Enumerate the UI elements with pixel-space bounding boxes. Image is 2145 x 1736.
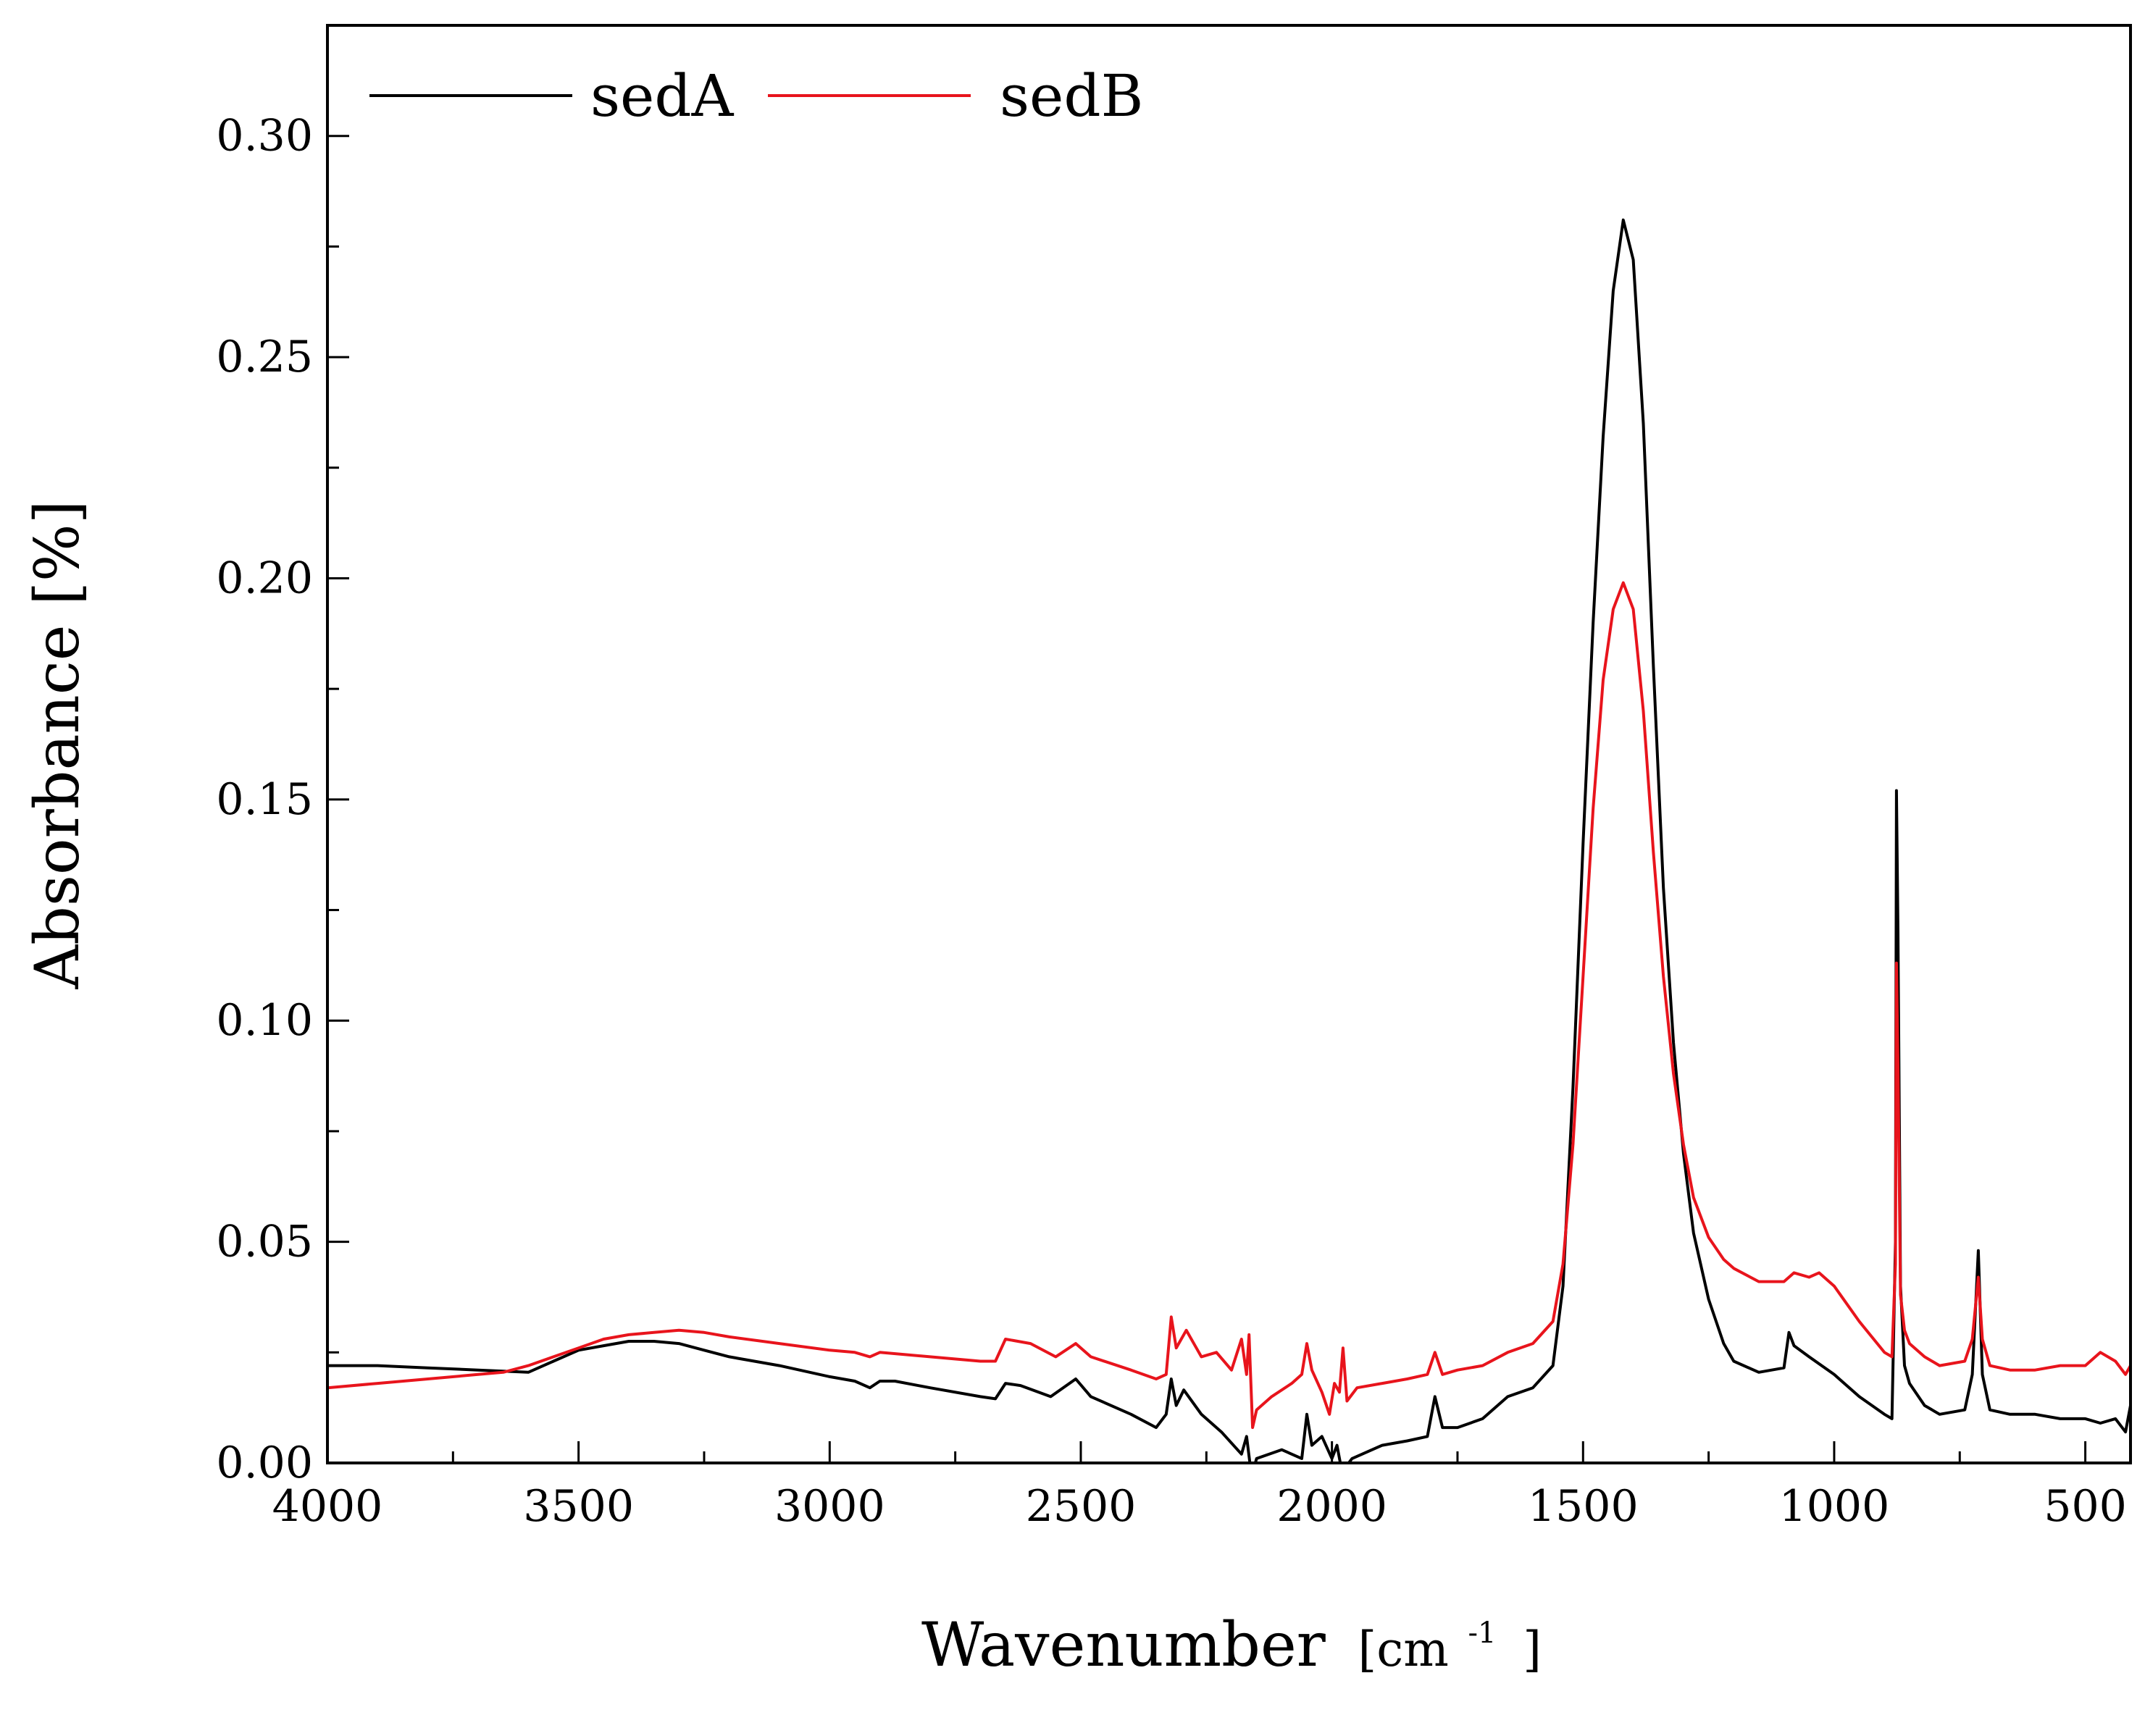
y-tick-label-1: 0.05: [216, 1217, 313, 1267]
plot-frame: [326, 24, 2132, 1464]
x-axis-title-main: Wavenumber: [921, 1609, 1326, 1680]
y-tick-label-0: 0.00: [216, 1438, 313, 1488]
x-tick-label-500: 500: [2044, 1481, 2127, 1532]
legend-label-sedA: sedA: [590, 62, 735, 130]
y-tick-label-6: 0.30: [216, 111, 313, 162]
x-axis-title-unit-sup: -1: [1468, 1617, 1497, 1650]
legend-label-sedB: sedB: [1000, 62, 1143, 130]
y-tick-label-4: 0.20: [216, 553, 313, 603]
plot-lines: [327, 218, 2131, 1463]
x-tick-label-1500: 1500: [1528, 1481, 1639, 1532]
series-line-sedB: [327, 581, 2131, 1430]
x-axis-ticks: 4000 3500 3000 2500 2000 1500 1000 500: [272, 1441, 2127, 1532]
y-axis-title: Absorbance [%]: [22, 500, 93, 989]
y-tick-label-3: 0.15: [216, 774, 313, 825]
x-tick-label-3000: 3000: [774, 1481, 885, 1532]
x-axis-title: Wavenumber [cm -1 ]: [921, 1586, 1542, 1680]
legend: sedA sedB: [369, 62, 1143, 130]
x-tick-label-1000: 1000: [1779, 1481, 1890, 1532]
x-tick-label-4000: 4000: [272, 1481, 383, 1532]
x-tick-label-3500: 3500: [523, 1481, 634, 1532]
series-line-sedA: [327, 218, 2131, 1463]
x-tick-label-2500: 2500: [1026, 1481, 1137, 1532]
y-tick-label-5: 0.25: [216, 332, 313, 382]
x-tick-label-2000: 2000: [1276, 1481, 1387, 1532]
x-axis-title-unit-open: [cm: [1358, 1622, 1449, 1677]
y-tick-label-2: 0.10: [216, 995, 313, 1046]
y-axis-ticks: 0.00 0.05 0.10 0.15 0.20 0.25 0.30: [216, 111, 349, 1488]
x-axis-title-unit-close: ]: [1523, 1622, 1542, 1677]
